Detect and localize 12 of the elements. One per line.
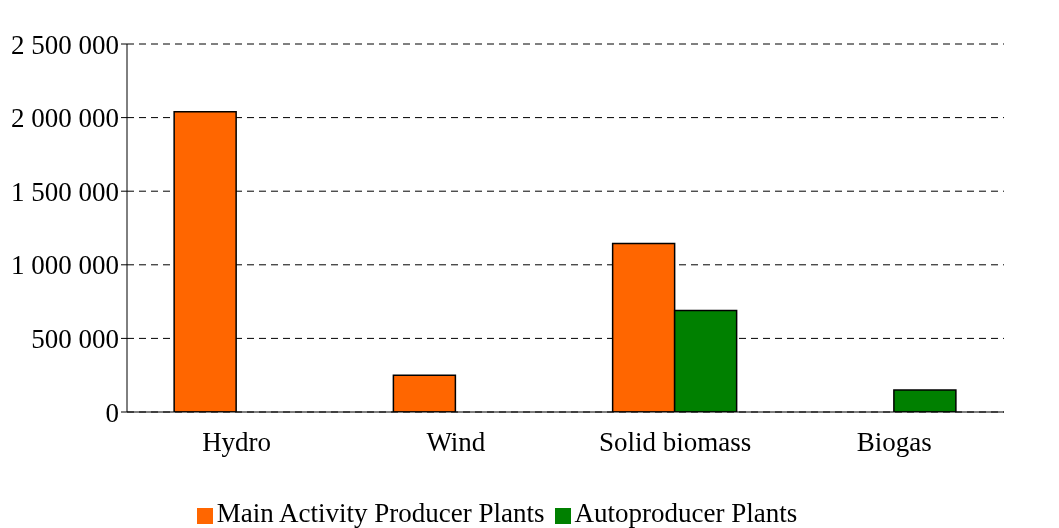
y-tick-label: 0 (105, 397, 119, 428)
x-tick-label: Biogas (856, 427, 932, 458)
y-tick-label: 1 500 000 (11, 176, 119, 207)
x-tick-label: Solid biomass (598, 427, 752, 458)
y-tick-label: 2 000 000 (11, 103, 119, 134)
y-tick-label: 2 500 000 (11, 29, 119, 60)
y-tick-label: 1 000 000 (11, 250, 119, 281)
legend-label: Main Activity Producer Plants (216, 498, 545, 528)
legend-label: Autoproducer Plants (574, 498, 798, 528)
x-tick-label: Wind (426, 427, 486, 458)
x-tick-label: Hydro (202, 427, 272, 458)
y-tick-label: 500 000 (31, 323, 119, 354)
